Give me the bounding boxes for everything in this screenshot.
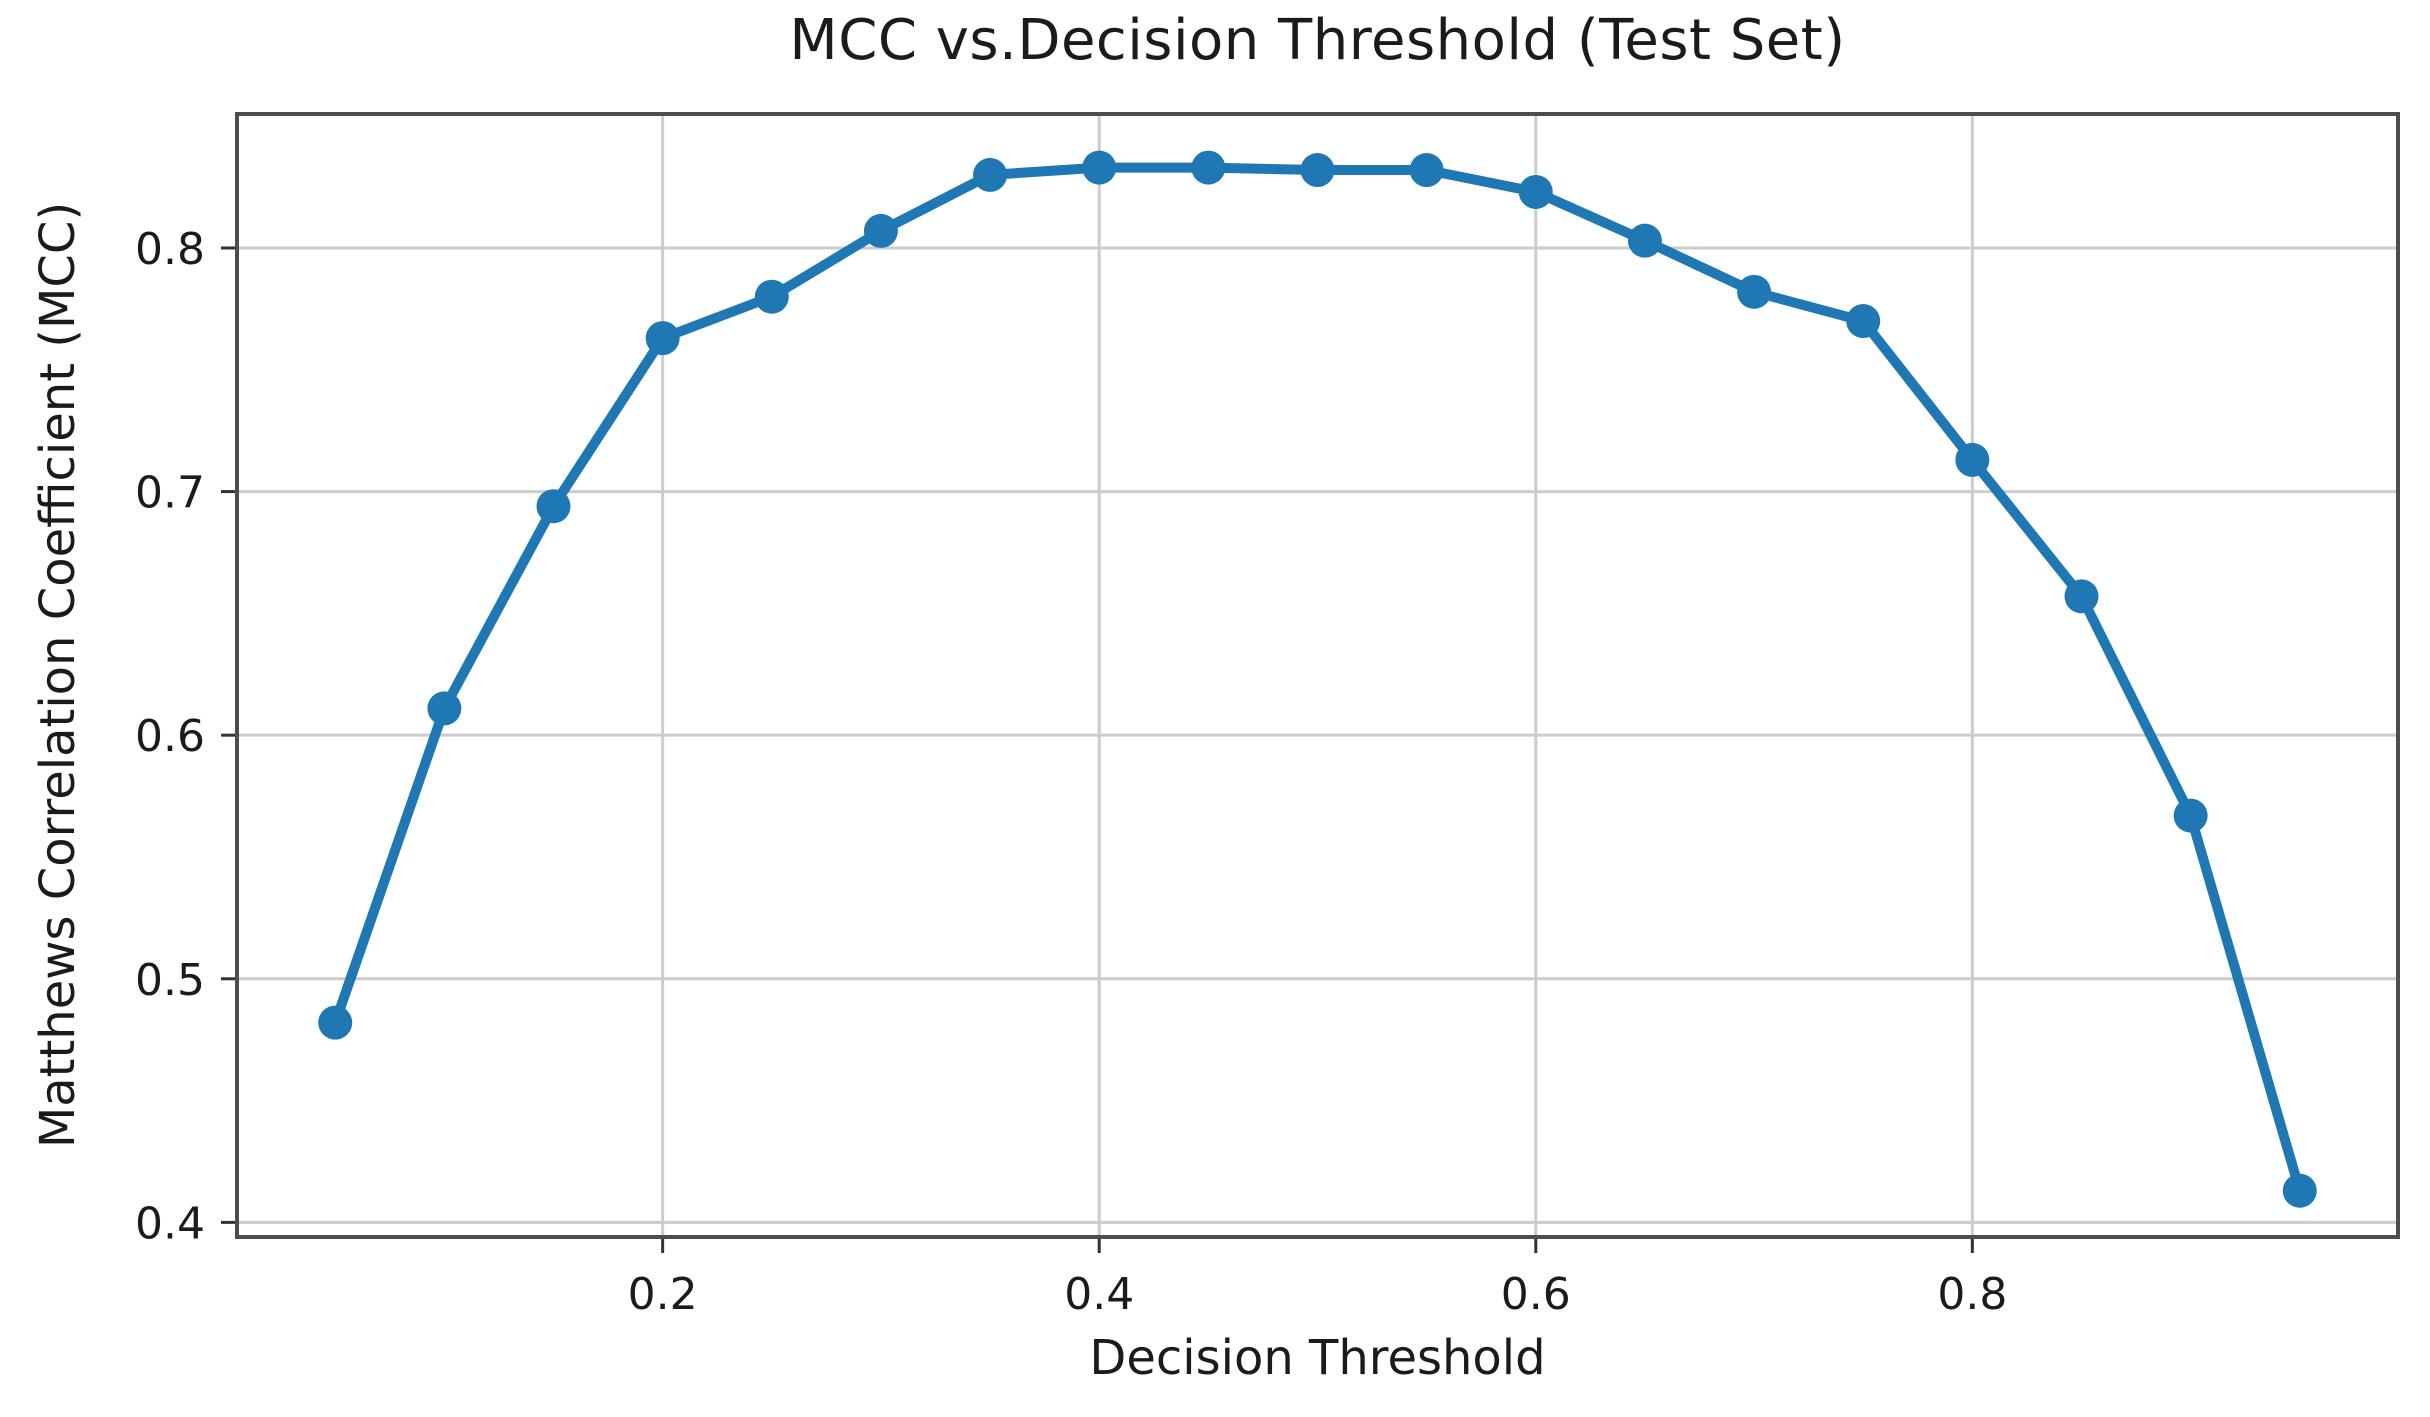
data-point-marker — [536, 489, 571, 524]
data-line — [330, 162, 2305, 1196]
x-tick-label: 0.6 — [1501, 1269, 1571, 1320]
data-point-marker — [2282, 1173, 2317, 1208]
y-tick-label: 0.6 — [135, 711, 205, 762]
data-point-marker — [1846, 304, 1881, 339]
data-point-marker — [1409, 153, 1444, 188]
x-tick-label: 0.2 — [628, 1269, 698, 1320]
data-point-marker — [1627, 223, 1662, 258]
data-point-marker — [1082, 150, 1117, 185]
data-point-marker — [318, 1005, 353, 1040]
axes-spines — [235, 112, 2400, 1239]
x-axis-label: Decision Threshold — [1089, 1330, 1546, 1386]
data-point-marker — [1518, 174, 1553, 209]
data-point-marker — [863, 213, 898, 248]
y-tick-label: 0.4 — [135, 1198, 205, 1249]
data-point-marker — [645, 321, 680, 356]
data-point-marker — [754, 279, 789, 314]
x-tick-label: 0.4 — [1064, 1269, 1134, 1320]
data-point-marker — [1955, 442, 1990, 477]
data-point-marker — [2064, 579, 2099, 614]
data-point-marker — [1300, 153, 1335, 188]
y-tick-label: 0.7 — [135, 468, 205, 519]
data-point-marker — [2173, 798, 2208, 833]
data-point-marker — [1191, 150, 1226, 185]
x-tick-label: 0.8 — [1937, 1269, 2007, 1320]
data-point-marker — [1737, 274, 1772, 309]
chart-title: MCC vs.Decision Threshold (Test Set) — [789, 8, 1846, 73]
data-point-marker — [973, 157, 1008, 192]
y-tick-label: 0.8 — [135, 224, 205, 275]
data-point-marker — [427, 691, 462, 726]
y-tick-label: 0.5 — [135, 955, 205, 1006]
